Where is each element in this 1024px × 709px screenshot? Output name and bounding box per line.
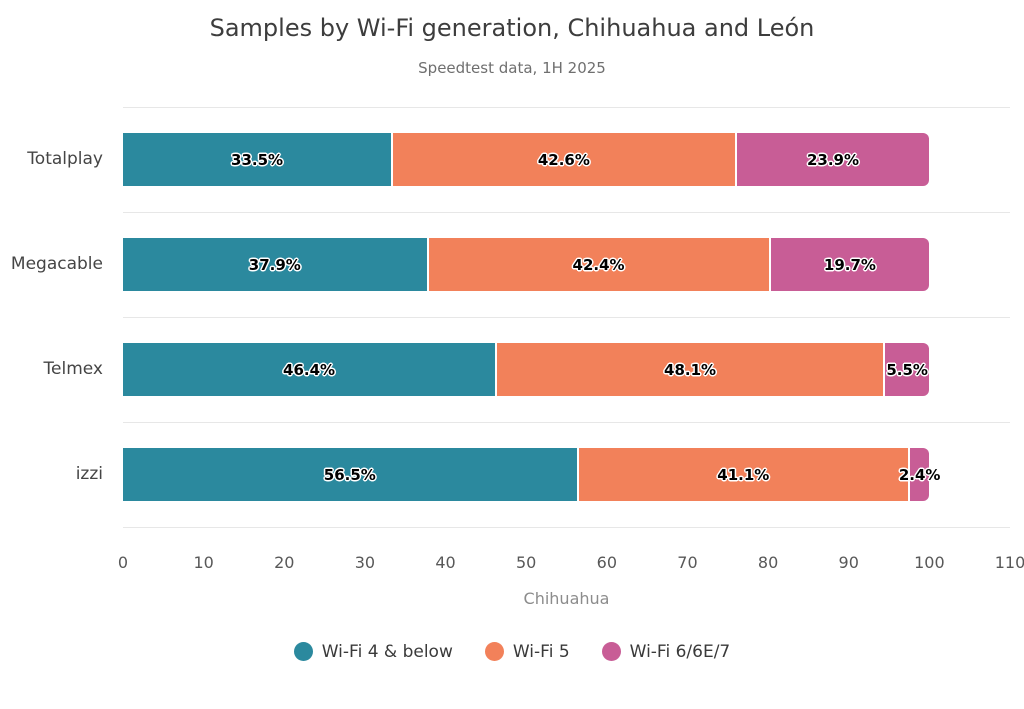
- legend-label: Wi-Fi 5: [512, 641, 570, 662]
- x-tick-label: 80: [757, 552, 779, 572]
- x-tick-label: 30: [354, 552, 376, 572]
- x-tick-label: 20: [274, 552, 295, 572]
- bar-segment: 42.6%: [393, 133, 737, 187]
- bar-row: Megacable 37.9% 42.4% 19.7%: [0, 211, 1024, 317]
- bar-row: Totalplay 33.5% 42.6% 23.9%: [0, 106, 1024, 212]
- stacked-bar: 33.5% 42.6% 23.9%: [123, 133, 930, 187]
- bar-value-label: 19.7%: [823, 255, 876, 274]
- x-axis-ticks: 0 10 20 30 40 50 60 70 80 90 100 110: [118, 552, 1024, 572]
- x-tick-label: 50: [515, 552, 537, 572]
- bar-segment: 56.5%: [123, 448, 579, 502]
- stacked-bar: 46.4% 48.1% 5.5%: [123, 343, 930, 397]
- bar-value-label: 46.4%: [283, 360, 336, 379]
- stacked-bar: 37.9% 42.4% 19.7%: [123, 238, 930, 292]
- legend-dot-icon: [293, 642, 313, 662]
- chart-title: Samples by Wi-Fi generation, Chihuahua a…: [209, 14, 815, 42]
- category-label: izzi: [75, 464, 103, 485]
- bar-value-label: 56.5%: [323, 465, 376, 484]
- category-label: Totalplay: [27, 149, 103, 170]
- bar-value-label: 42.4%: [572, 255, 625, 274]
- legend-item: Wi-Fi 6/6E/7: [601, 641, 731, 662]
- x-tick-label: 40: [435, 552, 456, 572]
- bar-value-label: 42.6%: [537, 150, 590, 169]
- bar-segment: 19.7%: [770, 238, 930, 292]
- legend-item: Wi-Fi 4 & below: [293, 641, 453, 662]
- x-tick-label: 100: [914, 552, 945, 572]
- category-label: Megacable: [10, 254, 103, 275]
- bar-segment: 46.4%: [123, 343, 498, 397]
- row-plot-area: 46.4% 48.1% 5.5%: [123, 316, 1010, 422]
- legend: Wi-Fi 4 & below Wi-Fi 5 Wi-Fi 6/6E/7: [0, 642, 1024, 662]
- legend-dot-icon: [601, 642, 621, 662]
- bar-value-label: 5.5%: [886, 360, 928, 379]
- bar-value-label: 2.4%: [898, 465, 941, 484]
- bar-segment: 42.4%: [428, 238, 771, 292]
- bar-segment: 5.5%: [884, 343, 930, 397]
- bar-value-label: 23.9%: [806, 150, 860, 169]
- legend-label: Wi-Fi 4 & below: [321, 641, 453, 662]
- x-tick-label: 90: [838, 552, 859, 572]
- category-label: Telmex: [43, 359, 103, 380]
- row-plot-area: 37.9% 42.4% 19.7%: [123, 211, 1010, 317]
- x-tick-label: 70: [677, 552, 698, 572]
- chart-subtitle: Speedtest data, 1H 2025: [418, 58, 606, 77]
- x-tick-label: 60: [596, 552, 617, 572]
- bar-value-label: 41.1%: [717, 465, 770, 484]
- bar-value-label: 33.5%: [231, 150, 284, 169]
- bar-segment: 41.1%: [578, 448, 910, 502]
- bar-rows: Totalplay 33.5% 42.6% 23.9% Megacable 37.9% 42…: [0, 106, 1024, 527]
- legend-label: Wi-Fi 6/6E/7: [629, 641, 731, 662]
- bar-segment: 2.4%: [899, 448, 940, 502]
- chart-figure: Samples by Wi-Fi generation, Chihuahua a…: [0, 14, 1024, 709]
- bar-segment: 23.9%: [736, 133, 930, 187]
- legend-item: Wi-Fi 5: [484, 641, 570, 662]
- x-tick-label: 10: [193, 552, 214, 572]
- bar-value-label: 37.9%: [248, 255, 301, 274]
- x-tick-label: 0: [117, 552, 129, 572]
- stacked-bar: 56.5% 41.1% 2.4%: [123, 448, 940, 502]
- bar-segment: 33.5%: [123, 133, 394, 187]
- row-plot-area: 56.5% 41.1% 2.4%: [123, 421, 1010, 527]
- legend-dot-icon: [484, 642, 504, 662]
- bar-row: izzi 56.5% 41.1% 2.4%: [0, 421, 1024, 527]
- bar-row: Telmex 46.4% 48.1% 5.5%: [0, 316, 1024, 422]
- row-plot-area: 33.5% 42.6% 23.9%: [123, 106, 1010, 212]
- bar-value-label: 48.1%: [664, 360, 717, 379]
- x-axis-label: Chihuahua: [523, 588, 610, 608]
- bar-segment: 37.9%: [123, 238, 429, 292]
- x-tick-label: 110: [994, 552, 1024, 572]
- bar-segment: 48.1%: [497, 343, 885, 397]
- x-axis: 0 10 20 30 40 50 60 70 80 90 100 110 Chihuahua: [118, 526, 1024, 608]
